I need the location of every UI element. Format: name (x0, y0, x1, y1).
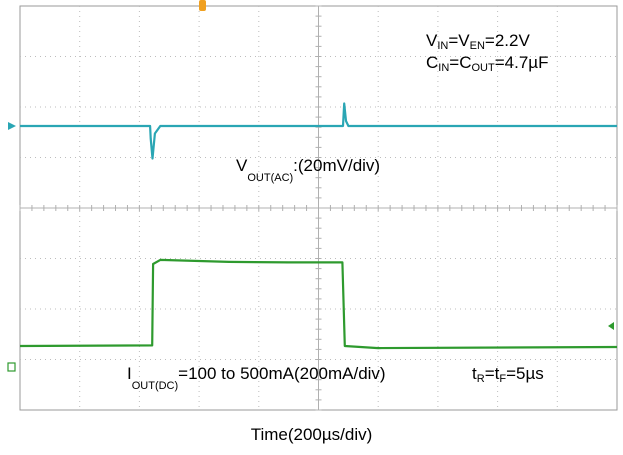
cin-annotation: CIN=COUT=4.7µF (426, 53, 549, 74)
grid (19, 5, 618, 411)
trigger-position-marker (199, 0, 206, 11)
rise-fall-annotation: tR=tF=5µs (472, 364, 544, 385)
vout-trace (20, 102, 617, 160)
vout-channel-marker (8, 122, 16, 130)
iout-channel-label: IOUT(DC)=100 to 500mA(200mA/div) (127, 364, 386, 392)
iout-trace (19, 258, 618, 350)
iout-channel-marker (7, 362, 16, 372)
channel-markers (7, 0, 614, 372)
trigger-level-marker (608, 322, 614, 330)
vin-annotation: VIN=VEN=2.2V (426, 31, 530, 52)
x-axis-label: Time(200µs/div) (250, 425, 373, 444)
traces (19, 102, 618, 350)
vout-channel-label: VOUT(AC):(20mV/div) (236, 156, 381, 184)
